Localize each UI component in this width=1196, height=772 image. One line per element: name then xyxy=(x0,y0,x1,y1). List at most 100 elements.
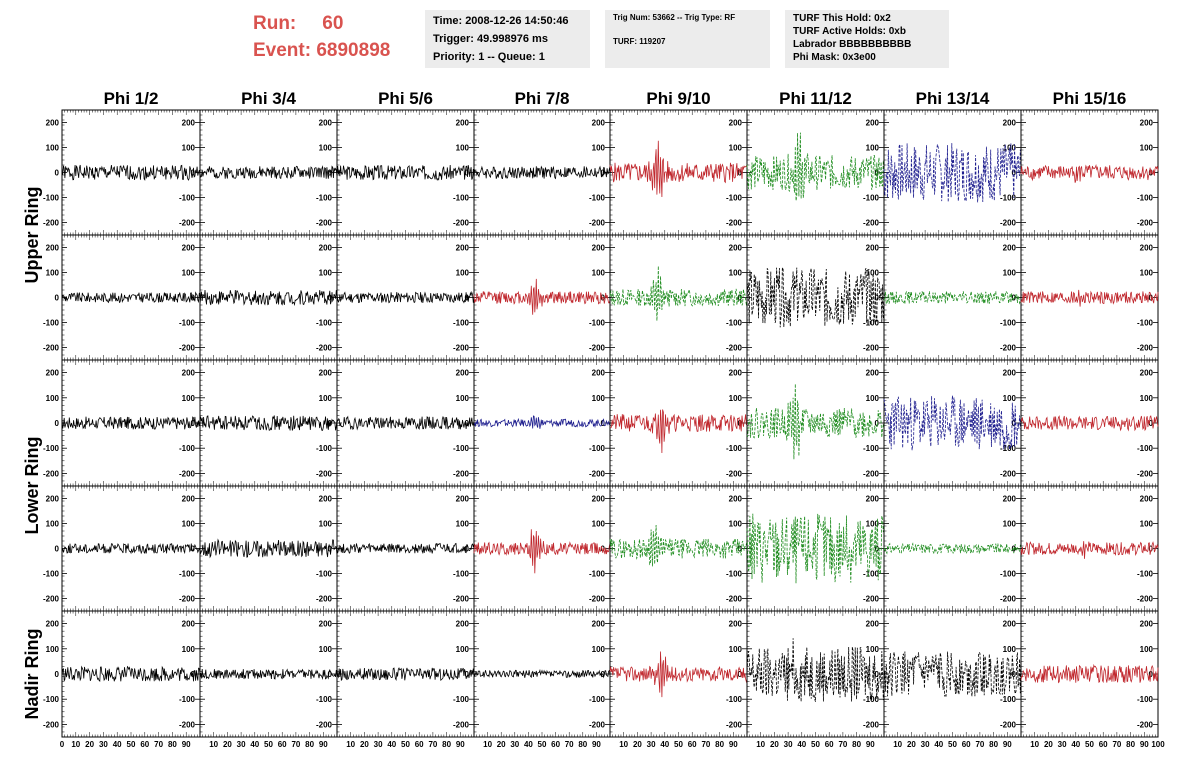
waveform-trace xyxy=(61,164,201,181)
y-tick-label: 100 xyxy=(46,520,60,529)
event-value: 6890898 xyxy=(316,40,391,61)
y-tick-label: 200 xyxy=(729,244,743,253)
run-event-block: Run: 60 Event: 6890898 xyxy=(253,10,390,64)
y-tick-label: 100 xyxy=(46,645,60,654)
y-tick-label: 200 xyxy=(456,495,470,504)
y-tick-label: 100 xyxy=(456,144,470,153)
y-tick-label: -200 xyxy=(316,219,333,228)
waveform-trace xyxy=(609,524,748,567)
y-tick-label: 100 xyxy=(592,269,606,278)
y-tick-label: -100 xyxy=(1137,444,1154,453)
y-tick-label: -100 xyxy=(1000,194,1017,203)
x-tick-label: 60 xyxy=(278,740,287,749)
y-tick-label: -100 xyxy=(316,319,333,328)
y-tick-label: -100 xyxy=(43,695,60,704)
y-tick-label: 0 xyxy=(191,419,196,428)
y-tick-label: -100 xyxy=(453,570,470,579)
x-tick-label: 10 xyxy=(71,740,80,749)
y-tick-label: 100 xyxy=(866,394,880,403)
y-tick-label: 200 xyxy=(319,369,333,378)
y-tick-label: 0 xyxy=(328,169,333,178)
y-tick-label: -100 xyxy=(43,444,60,453)
y-tick-label: -100 xyxy=(863,570,880,579)
y-tick-label: -200 xyxy=(179,595,196,604)
y-tick-label: 200 xyxy=(46,495,60,504)
y-tick-label: 100 xyxy=(46,394,60,403)
waveform-trace xyxy=(199,668,338,681)
waveform-trace xyxy=(199,538,338,559)
y-tick-label: -200 xyxy=(43,595,60,604)
y-tick-label: -200 xyxy=(43,344,60,353)
y-tick-label: 0 xyxy=(328,670,333,679)
waveform-trace xyxy=(61,416,201,430)
waveform-trace xyxy=(199,289,338,307)
waveform-trace xyxy=(883,542,1022,555)
y-tick-label: 100 xyxy=(729,144,743,153)
y-tick-label: 100 xyxy=(1003,394,1017,403)
y-tick-label: 200 xyxy=(592,369,606,378)
column-title: Phi 1/2 xyxy=(104,89,159,108)
y-tick-label: 200 xyxy=(182,119,196,128)
y-tick-label: 0 xyxy=(875,545,880,554)
priority-text: Priority: 1 -- Queue: 1 xyxy=(433,51,545,63)
x-tick-label: 70 xyxy=(154,740,163,749)
y-tick-label: -200 xyxy=(1137,344,1154,353)
y-tick-label: 200 xyxy=(1140,495,1154,504)
waveform-trace xyxy=(473,278,611,315)
y-tick-label: 0 xyxy=(55,419,60,428)
y-tick-label: -200 xyxy=(863,469,880,478)
waveform-trace xyxy=(199,415,338,431)
x-tick-label: 20 xyxy=(223,740,232,749)
y-tick-label: 200 xyxy=(1140,244,1154,253)
y-tick-label: -100 xyxy=(726,444,743,453)
y-tick-label: 0 xyxy=(55,294,60,303)
column-title: Phi 11/12 xyxy=(779,89,852,108)
y-tick-label: 100 xyxy=(866,269,880,278)
y-tick-label: -100 xyxy=(43,570,60,579)
y-tick-label: 100 xyxy=(729,520,743,529)
y-tick-label: 200 xyxy=(46,119,60,128)
waveform-trace xyxy=(609,409,748,454)
y-tick-label: 0 xyxy=(55,545,60,554)
waveform-trace xyxy=(61,542,201,555)
y-tick-label: -100 xyxy=(179,444,196,453)
y-tick-label: -200 xyxy=(1000,595,1017,604)
waveform-trace xyxy=(336,290,475,304)
y-tick-label: 200 xyxy=(592,244,606,253)
y-tick-label: 0 xyxy=(55,670,60,679)
y-tick-label: 200 xyxy=(866,369,880,378)
y-tick-label: 200 xyxy=(592,119,606,128)
y-tick-label: -200 xyxy=(453,344,470,353)
panel-frame xyxy=(609,359,748,487)
y-tick-label: -100 xyxy=(43,319,60,328)
y-tick-label: 100 xyxy=(866,520,880,529)
y-tick-label: -200 xyxy=(1000,219,1017,228)
y-tick-label: -100 xyxy=(589,319,606,328)
y-tick-label: 100 xyxy=(1140,394,1154,403)
waveform-trace xyxy=(61,291,201,304)
y-tick-label: -200 xyxy=(589,469,606,478)
y-tick-label: -200 xyxy=(316,720,333,729)
y-tick-label: -100 xyxy=(863,319,880,328)
x-tick-label: 60 xyxy=(140,740,149,749)
x-tick-label: 40 xyxy=(250,740,259,749)
y-tick-label: 200 xyxy=(729,119,743,128)
y-tick-label: 100 xyxy=(592,394,606,403)
y-tick-label: 100 xyxy=(182,144,196,153)
y-tick-label: 200 xyxy=(182,369,196,378)
trignum-text: Trig Num: 53662 -- Trig Type: RF xyxy=(613,13,736,22)
x-tick-label: 50 xyxy=(127,740,136,749)
y-tick-label: 200 xyxy=(866,495,880,504)
y-tick-label: 200 xyxy=(46,620,60,629)
y-tick-label: 100 xyxy=(1140,520,1154,529)
y-tick-label: -200 xyxy=(43,219,60,228)
y-tick-label: -200 xyxy=(453,469,470,478)
turf-hold-text: TURF This Hold: 0x2 xyxy=(793,13,891,24)
panel-frame xyxy=(61,485,201,612)
y-tick-label: -100 xyxy=(589,194,606,203)
y-tick-label: -100 xyxy=(453,444,470,453)
column-title: Phi 15/16 xyxy=(1053,89,1127,108)
y-tick-label: 200 xyxy=(456,244,470,253)
y-tick-label: -100 xyxy=(589,444,606,453)
y-tick-label: -100 xyxy=(726,194,743,203)
